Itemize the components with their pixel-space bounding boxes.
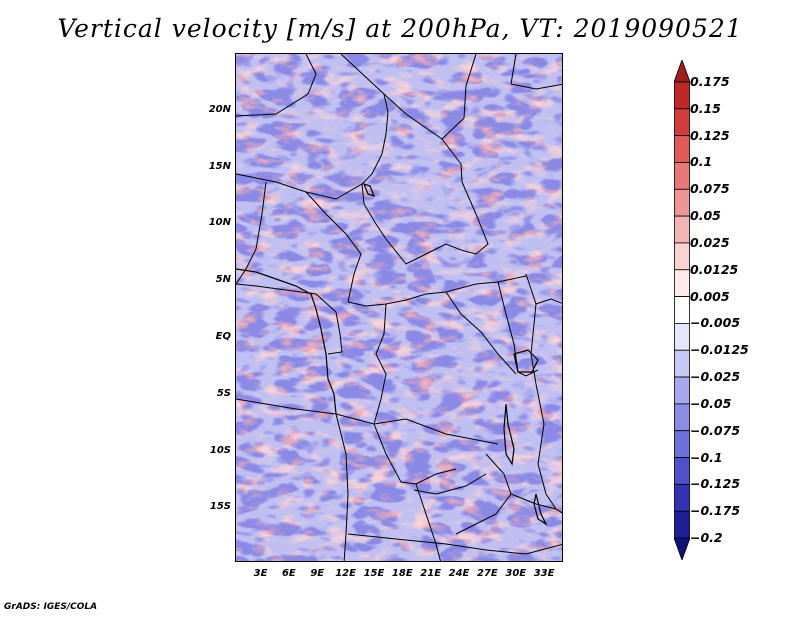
colorbar-segment [674, 242, 690, 271]
colorbar-segment [674, 215, 690, 244]
colorbar-label: 0.05 [690, 208, 721, 224]
colorbar-segment [674, 349, 690, 378]
colorbar-segment [674, 162, 690, 190]
colorbar-label: 0.125 [690, 127, 730, 143]
colorbar-segment [674, 510, 690, 539]
lon-tick-label: 6E [281, 568, 296, 579]
colorbar-min-triangle [674, 537, 690, 560]
colorbar-label: 0.005 [690, 288, 730, 304]
colorbar-segment [674, 108, 690, 137]
lon-tick-label: 24E [448, 568, 470, 579]
colorbar-label: −0.175 [690, 503, 741, 519]
colorbar-label: −0.125 [690, 476, 741, 492]
lat-tick-label: 20N [208, 103, 231, 115]
lon-tick-label: 12E [335, 568, 356, 579]
lon-tick-label: 21E [420, 568, 442, 579]
colorbar-segment [674, 483, 690, 512]
lon-tick-label: 3E [253, 568, 268, 579]
colorbar-label: −0.005 [690, 315, 741, 331]
map-panel [235, 53, 563, 562]
lat-tick-label: 15S [209, 501, 231, 513]
coastlines-and-lakes [236, 183, 548, 526]
colorbar-label: 0.0125 [690, 261, 739, 277]
lat-tick-label: 10S [209, 444, 231, 456]
colorbar-label: 0.025 [690, 234, 730, 250]
colorbar-label: 0.075 [690, 181, 730, 197]
colorbar-segment [674, 430, 690, 458]
lat-tick-label: 10N [208, 217, 231, 229]
colorbar-segment [674, 323, 690, 351]
colorbar-label: −0.075 [690, 422, 741, 438]
plot-title: Vertical velocity [m/s] at 200hPa, VT: 2… [57, 14, 743, 43]
colorbar-segment [674, 376, 690, 405]
colorbar-segment [674, 269, 690, 297]
colorbar-segment [674, 81, 690, 110]
colorbar-label: −0.0125 [690, 342, 749, 358]
vertical-velocity-field [236, 54, 562, 561]
colorbar-segment [674, 135, 690, 163]
lat-tick-label: 5S [216, 387, 231, 399]
country-borders [236, 54, 562, 561]
colorbar-label: −0.025 [690, 369, 741, 385]
colorbar [674, 60, 690, 560]
colorbar-label: 0.15 [690, 100, 721, 116]
colorbar-label: −0.2 [690, 530, 723, 545]
lat-tick-label: 15N [208, 160, 231, 172]
footer-credit: GrADS: IGES/COLA [4, 602, 98, 612]
lon-tick-label: 18E [391, 568, 413, 579]
field-neutral-areas [236, 54, 562, 561]
lon-tick-label: 15E [363, 568, 385, 579]
lon-tick-label: 27E [477, 568, 498, 579]
lon-tick-label: 9E [310, 568, 325, 579]
colorbar-label: 0.1 [690, 154, 713, 170]
colorbar-segment [674, 296, 690, 324]
colorbar-segment [674, 457, 690, 485]
colorbar-label: −0.05 [690, 395, 732, 411]
lat-tick-label: 5N [215, 274, 231, 286]
colorbar-label: −0.1 [690, 449, 723, 465]
lon-tick-label: 33E [533, 568, 555, 579]
lat-tick-label: EQ [215, 331, 231, 343]
colorbar-label: 0.175 [690, 74, 730, 89]
lon-tick-label: 30E [505, 568, 527, 579]
colorbar-segment [674, 188, 690, 217]
colorbar-segment [674, 403, 690, 432]
colorbar-max-triangle [674, 60, 690, 83]
